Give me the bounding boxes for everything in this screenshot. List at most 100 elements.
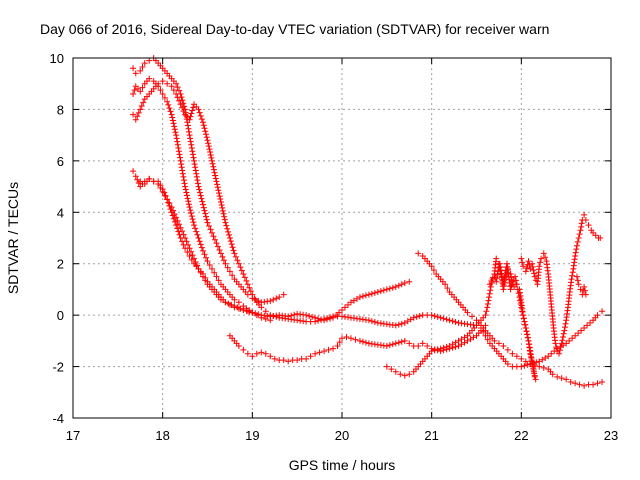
- data-point: [522, 325, 529, 331]
- data-point: [365, 317, 372, 324]
- data-point: [130, 111, 137, 118]
- data-point: [484, 336, 491, 343]
- data-point: [501, 279, 508, 286]
- data-point: [249, 353, 256, 360]
- data-point: [496, 263, 503, 270]
- data-point: [199, 198, 206, 205]
- data-point: [398, 320, 405, 327]
- data-point: [222, 260, 229, 267]
- data-point: [397, 371, 404, 378]
- data-point: [132, 173, 139, 180]
- data-point: [173, 132, 180, 139]
- data-point: [430, 267, 437, 274]
- data-point: [197, 192, 204, 199]
- data-point: [513, 353, 520, 360]
- data-point: [200, 119, 207, 126]
- data-point: [270, 296, 277, 303]
- data-point: [569, 272, 576, 279]
- data-point: [538, 255, 545, 262]
- data-point: [537, 259, 544, 266]
- data-point: [223, 222, 230, 229]
- data-point: [202, 128, 209, 135]
- data-point: [341, 304, 348, 311]
- data-point: [522, 268, 529, 275]
- data-point: [200, 204, 207, 211]
- data-point: [508, 274, 515, 281]
- data-point: [548, 350, 555, 357]
- data-point: [200, 247, 207, 254]
- data-point: [568, 276, 575, 283]
- data-point: [307, 353, 314, 360]
- data-point: [194, 180, 201, 187]
- data-point: [164, 196, 171, 203]
- data-point: [566, 337, 573, 344]
- data-point: [327, 314, 334, 321]
- data-point: [237, 305, 244, 312]
- data-point: [452, 319, 459, 325]
- series-arc-2: [130, 75, 413, 324]
- series-arc-11: [573, 273, 589, 298]
- x-tick-label: 19: [245, 428, 259, 443]
- data-point: [431, 313, 438, 319]
- data-point: [494, 271, 501, 278]
- data-point: [575, 281, 582, 288]
- data-point: [171, 218, 178, 225]
- data-point: [159, 186, 166, 193]
- data-point: [509, 350, 516, 357]
- data-point: [321, 316, 328, 322]
- data-point: [536, 363, 543, 370]
- data-point: [446, 317, 453, 324]
- x-tick-labels: 17 18 19 20 21 22 23: [66, 428, 618, 443]
- y-axis-label: SDTVAR / TECUs: [5, 182, 21, 294]
- data-point: [503, 269, 510, 276]
- data-point: [231, 296, 238, 303]
- data-point: [559, 337, 566, 344]
- data-point: [573, 273, 580, 280]
- data-point: [229, 244, 236, 251]
- data-point: [578, 223, 585, 230]
- data-point: [146, 57, 153, 64]
- plot-frame: [72, 57, 612, 419]
- data-point: [132, 70, 139, 77]
- data-point: [229, 272, 236, 279]
- data-point: [395, 339, 402, 346]
- data-point: [184, 195, 191, 202]
- data-point: [573, 242, 580, 249]
- data-point: [572, 253, 579, 259]
- data-point: [312, 318, 319, 325]
- y-tick-label: 10: [50, 51, 64, 66]
- data-point: [500, 343, 507, 349]
- data-point: [386, 285, 393, 292]
- data-point: [434, 346, 441, 353]
- data-point: [540, 250, 547, 257]
- data-point: [549, 371, 556, 378]
- data-point: [180, 100, 187, 107]
- data-point: [577, 227, 584, 234]
- data-point: [303, 312, 310, 319]
- data-point: [132, 116, 139, 123]
- data-point: [157, 182, 164, 189]
- data-point: [336, 309, 343, 316]
- data-point: [228, 241, 235, 248]
- data-point: [167, 206, 174, 213]
- y-tick-label: 2: [57, 257, 64, 272]
- data-point: [489, 274, 496, 281]
- data-point: [222, 299, 229, 306]
- data-point: [177, 224, 184, 231]
- data-point: [155, 178, 162, 185]
- data-point: [442, 281, 449, 288]
- data-point: [226, 231, 233, 238]
- data-point: [180, 241, 187, 248]
- data-point: [576, 381, 583, 388]
- data-point: [575, 330, 582, 337]
- data-point: [567, 379, 574, 385]
- data-point: [398, 281, 405, 288]
- data-point: [493, 275, 500, 282]
- data-point: [207, 149, 214, 156]
- data-point: [542, 254, 549, 261]
- data-point: [569, 335, 576, 342]
- chart-title: Day 066 of 2016, Sidereal Day-to-day VTE…: [40, 21, 549, 37]
- data-point: [581, 325, 588, 331]
- data-point: [190, 104, 197, 111]
- data-point: [137, 67, 144, 74]
